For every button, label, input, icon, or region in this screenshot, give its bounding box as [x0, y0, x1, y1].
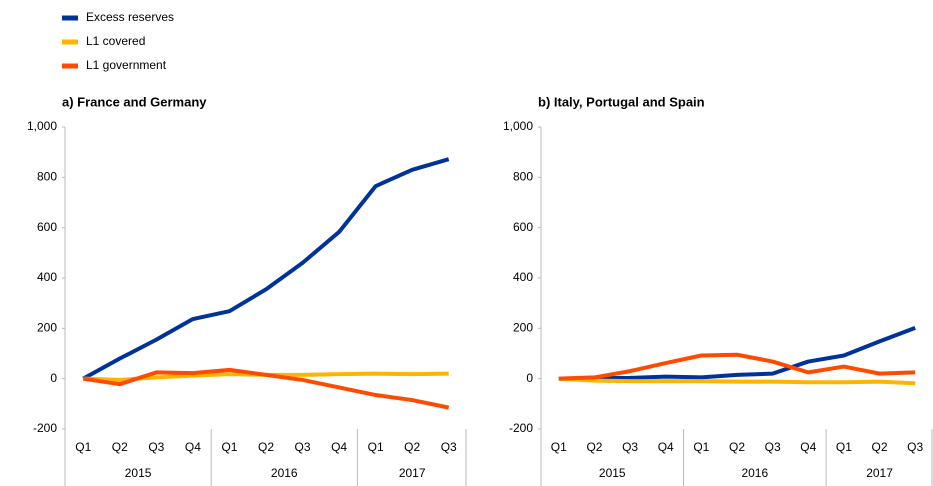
series-line: [558, 352, 916, 381]
y-tick-label: 1,000: [27, 119, 57, 133]
x-tick-label: Q2: [112, 440, 128, 454]
y-tick-label: 600: [37, 220, 57, 234]
legend-label: L1 government: [86, 58, 167, 72]
year-label: 2017: [866, 466, 893, 480]
series-line: [82, 157, 450, 381]
y-tick-label: 800: [513, 170, 533, 184]
x-tick-label: Q4: [658, 440, 674, 454]
x-tick-label: Q1: [551, 440, 567, 454]
y-tick-label: 1,000: [503, 119, 533, 133]
x-tick-label: Q3: [622, 440, 638, 454]
x-tick-label: Q2: [729, 440, 745, 454]
y-tick-label: 200: [37, 321, 57, 335]
x-tick-label: Q1: [75, 440, 91, 454]
chart-title: b) Italy, Portugal and Spain: [538, 94, 705, 109]
y-tick-label: 400: [513, 270, 533, 284]
x-tick-label: Q2: [586, 440, 602, 454]
y-tick-label: -200: [509, 421, 533, 435]
y-tick-label: -200: [33, 421, 57, 435]
series-line: [82, 367, 450, 410]
x-tick-label: Q2: [404, 440, 420, 454]
x-tick-label: Q1: [221, 440, 237, 454]
series-line: [558, 325, 916, 381]
x-tick-label: Q1: [368, 440, 384, 454]
year-label: 2016: [271, 466, 298, 480]
y-tick-label: 600: [513, 220, 533, 234]
x-tick-label: Q4: [331, 440, 347, 454]
y-tick-label: 200: [513, 321, 533, 335]
legend-label: L1 covered: [86, 34, 145, 48]
y-tick-label: 0: [50, 371, 57, 385]
year-label: 2015: [599, 466, 626, 480]
x-tick-label: Q4: [185, 440, 201, 454]
x-tick-label: Q3: [765, 440, 781, 454]
y-tick-label: 0: [526, 371, 533, 385]
series-line: [558, 376, 916, 386]
x-tick-label: Q2: [258, 440, 274, 454]
x-tick-label: Q3: [148, 440, 164, 454]
x-tick-label: Q3: [441, 440, 457, 454]
year-label: 2017: [399, 466, 426, 480]
y-tick-label: 800: [37, 170, 57, 184]
x-tick-label: Q4: [800, 440, 816, 454]
year-label: 2015: [125, 466, 152, 480]
x-tick-label: Q2: [872, 440, 888, 454]
chart-title: a) France and Germany: [62, 94, 207, 109]
x-tick-label: Q3: [295, 440, 311, 454]
x-tick-label: Q1: [836, 440, 852, 454]
y-tick-label: 400: [37, 270, 57, 284]
x-tick-label: Q3: [907, 440, 923, 454]
year-label: 2016: [741, 466, 768, 480]
x-tick-label: Q1: [693, 440, 709, 454]
legend-label: Excess reserves: [86, 10, 174, 24]
